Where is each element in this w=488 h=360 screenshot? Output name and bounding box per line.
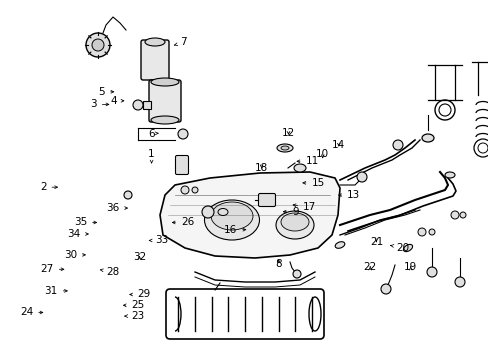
Ellipse shape xyxy=(210,202,252,230)
Ellipse shape xyxy=(218,208,227,216)
Text: 4: 4 xyxy=(110,96,123,106)
Text: 24: 24 xyxy=(20,307,43,318)
Text: 21: 21 xyxy=(369,237,383,247)
Circle shape xyxy=(356,172,366,182)
Circle shape xyxy=(192,187,198,193)
Text: 3: 3 xyxy=(90,99,109,109)
Ellipse shape xyxy=(421,134,433,142)
Text: 1: 1 xyxy=(148,149,155,163)
Ellipse shape xyxy=(334,242,344,248)
Text: 35: 35 xyxy=(74,217,97,228)
Ellipse shape xyxy=(281,146,288,150)
Text: 28: 28 xyxy=(100,267,120,277)
Polygon shape xyxy=(160,172,339,258)
Ellipse shape xyxy=(145,38,164,46)
Text: 34: 34 xyxy=(67,229,88,239)
Ellipse shape xyxy=(403,244,412,252)
FancyBboxPatch shape xyxy=(142,101,151,109)
Circle shape xyxy=(392,140,402,150)
Circle shape xyxy=(454,277,464,287)
Circle shape xyxy=(86,33,110,57)
Text: 13: 13 xyxy=(338,190,360,200)
Text: 36: 36 xyxy=(106,203,127,213)
Circle shape xyxy=(417,228,425,236)
Text: 2: 2 xyxy=(40,182,58,192)
Circle shape xyxy=(124,191,132,199)
FancyBboxPatch shape xyxy=(258,193,275,207)
Ellipse shape xyxy=(204,200,259,240)
Circle shape xyxy=(178,129,187,139)
Circle shape xyxy=(459,212,465,218)
FancyBboxPatch shape xyxy=(149,80,181,122)
Text: 7: 7 xyxy=(174,37,186,48)
Ellipse shape xyxy=(281,213,308,231)
Text: 26: 26 xyxy=(172,217,194,228)
Text: 18: 18 xyxy=(254,163,268,173)
Ellipse shape xyxy=(151,116,179,124)
Circle shape xyxy=(380,284,390,294)
Text: 10: 10 xyxy=(316,149,328,159)
Text: 16: 16 xyxy=(224,225,245,235)
Text: 33: 33 xyxy=(149,235,168,246)
Text: 5: 5 xyxy=(98,87,114,97)
Text: 29: 29 xyxy=(129,289,150,300)
Text: 14: 14 xyxy=(331,140,345,150)
Ellipse shape xyxy=(276,144,292,152)
Ellipse shape xyxy=(275,211,313,239)
Ellipse shape xyxy=(444,172,454,178)
Circle shape xyxy=(202,206,214,218)
Text: 32: 32 xyxy=(132,252,146,262)
Text: 22: 22 xyxy=(363,262,376,272)
Circle shape xyxy=(292,270,301,278)
Text: 6: 6 xyxy=(148,129,158,139)
Text: 17: 17 xyxy=(292,202,316,212)
FancyBboxPatch shape xyxy=(175,156,188,175)
Text: 25: 25 xyxy=(123,300,144,310)
Circle shape xyxy=(181,186,189,194)
Text: 31: 31 xyxy=(44,286,67,296)
Text: 20: 20 xyxy=(390,243,408,253)
Circle shape xyxy=(426,267,436,277)
Circle shape xyxy=(428,229,434,235)
Text: 8: 8 xyxy=(275,259,282,269)
Circle shape xyxy=(92,39,104,51)
Ellipse shape xyxy=(293,164,305,172)
Text: 12: 12 xyxy=(281,128,295,138)
Text: 23: 23 xyxy=(124,311,144,321)
Text: 27: 27 xyxy=(41,264,64,274)
Text: 11: 11 xyxy=(296,156,318,166)
Text: 9: 9 xyxy=(283,207,298,217)
Text: 19: 19 xyxy=(403,262,417,272)
Text: 30: 30 xyxy=(64,250,85,260)
Text: 15: 15 xyxy=(302,178,324,188)
Circle shape xyxy=(133,100,142,110)
Circle shape xyxy=(450,211,458,219)
FancyBboxPatch shape xyxy=(141,40,169,80)
Ellipse shape xyxy=(151,78,179,86)
